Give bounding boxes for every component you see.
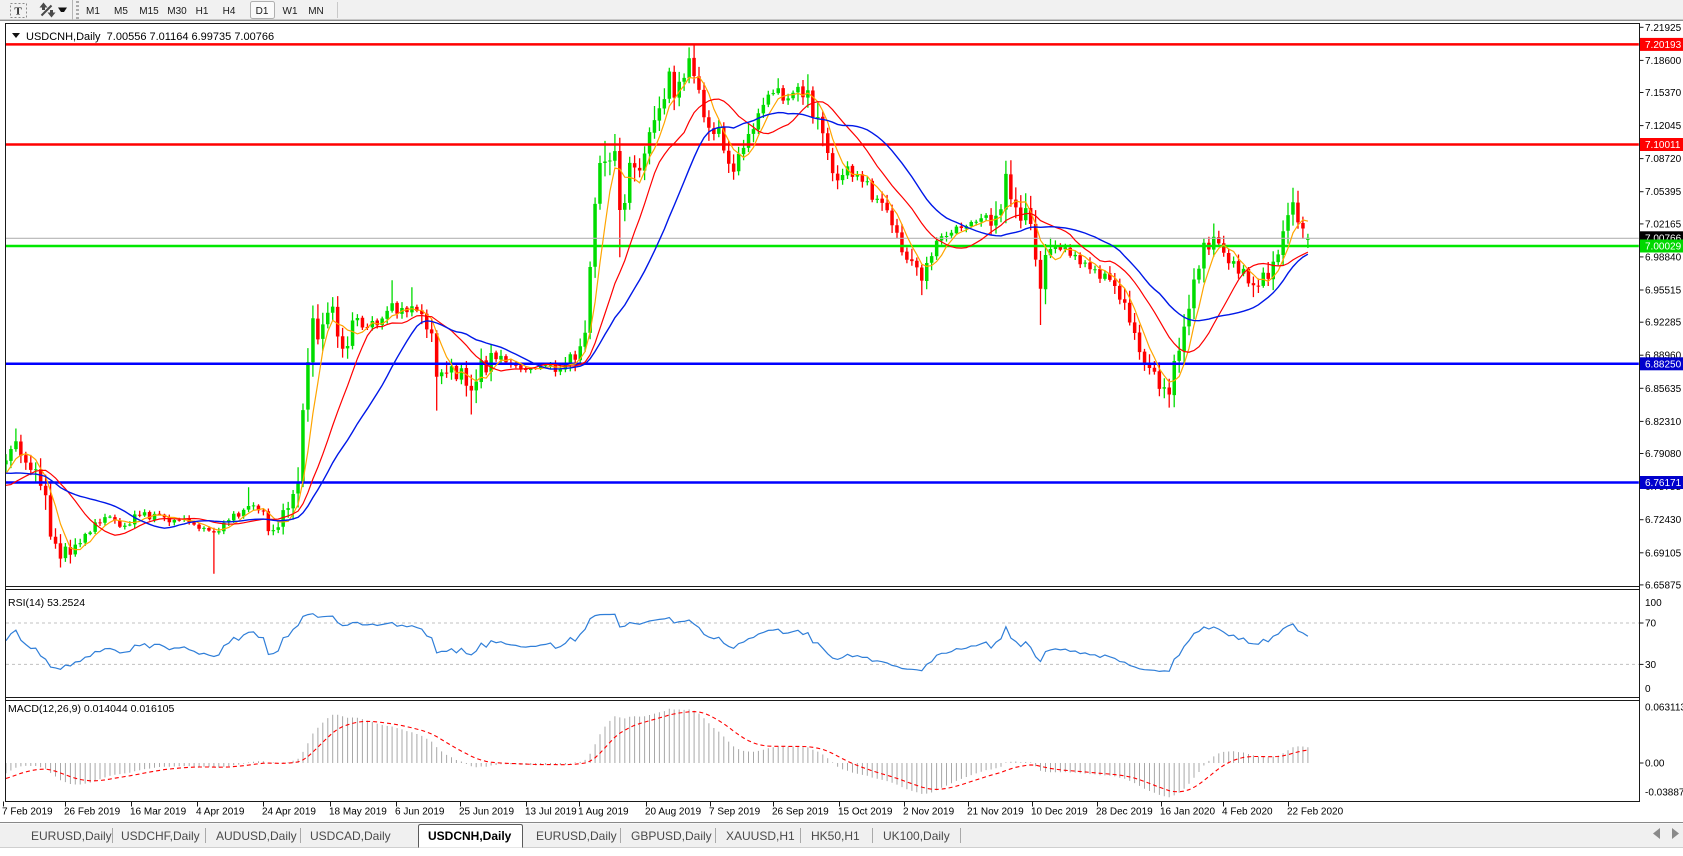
svg-text:20 Aug 2019: 20 Aug 2019 [645, 807, 702, 818]
svg-text:USDCNH,Daily 7.00556 7.01164: USDCNH,Daily 7.00556 7.01164 6.99735 7.0… [26, 31, 274, 43]
svg-text:6.85635: 6.85635 [1645, 384, 1682, 395]
svg-text:26 Feb 2019: 26 Feb 2019 [64, 807, 121, 818]
svg-text:16 Jan 2020: 16 Jan 2020 [1160, 807, 1215, 818]
svg-text:6.72430: 6.72430 [1645, 515, 1682, 526]
svg-text:26 Sep 2019: 26 Sep 2019 [772, 807, 829, 818]
svg-text:2 Nov 2019: 2 Nov 2019 [903, 807, 955, 818]
svg-text:MN: MN [308, 6, 324, 17]
svg-text:10 Dec 2019: 10 Dec 2019 [1031, 807, 1088, 818]
svg-text:6.88250: 6.88250 [1645, 359, 1682, 370]
svg-text:6.65875: 6.65875 [1645, 580, 1682, 591]
svg-text:7.18600: 7.18600 [1645, 56, 1682, 67]
svg-text:GBPUSD,Daily: GBPUSD,Daily [631, 829, 712, 843]
svg-text:0.063113: 0.063113 [1645, 703, 1683, 714]
svg-text:15 Oct 2019: 15 Oct 2019 [838, 807, 893, 818]
svg-text:7 Sep 2019: 7 Sep 2019 [709, 807, 761, 818]
svg-text:EURUSD,Daily: EURUSD,Daily [536, 829, 617, 843]
svg-text:13 Jul 2019: 13 Jul 2019 [525, 807, 577, 818]
svg-text:AUDUSD,Daily: AUDUSD,Daily [216, 829, 297, 843]
svg-text:7.10011: 7.10011 [1645, 140, 1681, 151]
svg-text:W1: W1 [283, 6, 298, 17]
svg-text:USDCAD,Daily: USDCAD,Daily [310, 829, 391, 843]
svg-text:7.15370: 7.15370 [1645, 88, 1682, 99]
svg-text:USDCNH,Daily: USDCNH,Daily [428, 829, 512, 843]
svg-text:4 Feb 2020: 4 Feb 2020 [1222, 807, 1273, 818]
svg-text:4 Apr 2019: 4 Apr 2019 [196, 807, 245, 818]
svg-text:M15: M15 [139, 6, 159, 17]
svg-text:H1: H1 [196, 6, 209, 17]
svg-text:21 Nov 2019: 21 Nov 2019 [967, 807, 1024, 818]
svg-text:7 Feb 2019: 7 Feb 2019 [2, 807, 53, 818]
svg-text:7.00766: 7.00766 [1645, 233, 1682, 244]
svg-text:6.76171: 6.76171 [1645, 478, 1682, 489]
svg-text:D1: D1 [256, 6, 269, 17]
svg-text:7.02165: 7.02165 [1645, 219, 1682, 230]
svg-text:18 May 2019: 18 May 2019 [329, 807, 387, 818]
svg-text:XAUUSD,H1: XAUUSD,H1 [726, 829, 795, 843]
svg-text:M30: M30 [167, 6, 187, 17]
svg-text:RSI(14) 53.2524: RSI(14) 53.2524 [8, 597, 85, 609]
svg-text:7.12045: 7.12045 [1645, 121, 1682, 132]
svg-text:6.88960: 6.88960 [1645, 351, 1682, 362]
svg-text:6.79080: 6.79080 [1645, 449, 1682, 460]
svg-text:70: 70 [1645, 619, 1657, 630]
svg-text:MACD(12,26,9) 0.014044 0.01610: MACD(12,26,9) 0.014044 0.016105 [8, 703, 175, 715]
svg-text:6.82310: 6.82310 [1645, 417, 1682, 428]
svg-text:16 Mar 2019: 16 Mar 2019 [130, 807, 187, 818]
svg-text:H4: H4 [223, 6, 236, 17]
svg-text:22 Feb 2020: 22 Feb 2020 [1287, 807, 1344, 818]
svg-text:6.98840: 6.98840 [1645, 252, 1682, 263]
svg-text:-0.038872: -0.038872 [1645, 788, 1683, 799]
svg-text:25 Jun 2019: 25 Jun 2019 [459, 807, 514, 818]
svg-text:7.21925: 7.21925 [1645, 23, 1682, 34]
svg-text:USDCHF,Daily: USDCHF,Daily [121, 829, 200, 843]
svg-text:HK50,H1: HK50,H1 [811, 829, 860, 843]
svg-text:UK100,Daily: UK100,Daily [883, 829, 950, 843]
svg-text:7.00029: 7.00029 [1645, 242, 1682, 253]
svg-text:6 Jun 2019: 6 Jun 2019 [395, 807, 445, 818]
svg-text:0.00: 0.00 [1645, 759, 1665, 770]
svg-text:T: T [14, 6, 22, 18]
svg-text:100: 100 [1645, 598, 1662, 609]
svg-text:6.95515: 6.95515 [1645, 286, 1682, 297]
svg-text:28 Dec 2019: 28 Dec 2019 [1096, 807, 1153, 818]
svg-text:24 Apr 2019: 24 Apr 2019 [262, 807, 316, 818]
svg-text:6.92285: 6.92285 [1645, 318, 1682, 329]
svg-text:7.20193: 7.20193 [1645, 40, 1682, 51]
svg-text:30: 30 [1645, 660, 1657, 671]
svg-text:1 Aug 2019: 1 Aug 2019 [578, 807, 629, 818]
svg-text:7.08720: 7.08720 [1645, 154, 1682, 165]
svg-text:0: 0 [1645, 684, 1651, 695]
svg-text:M1: M1 [86, 6, 100, 17]
svg-text:6.69105: 6.69105 [1645, 548, 1682, 559]
svg-text:EURUSD,Daily: EURUSD,Daily [31, 829, 112, 843]
svg-text:7.05395: 7.05395 [1645, 187, 1682, 198]
svg-text:M5: M5 [114, 6, 128, 17]
